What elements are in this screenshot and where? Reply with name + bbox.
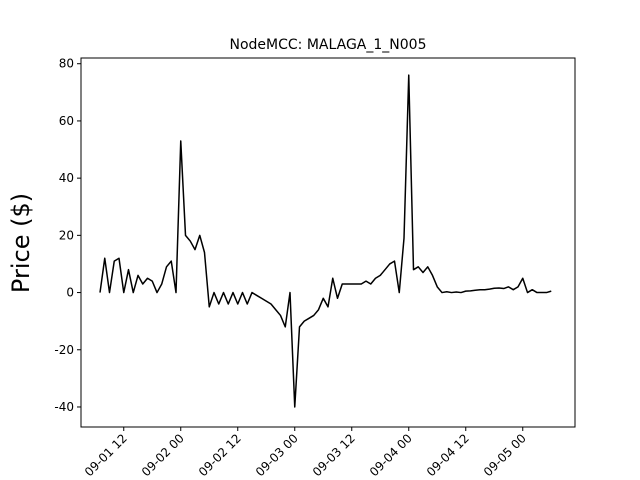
x-tick-label: 09-04 00 xyxy=(367,431,415,479)
y-tick-label: 80 xyxy=(59,57,74,71)
x-tick-label: 09-03 00 xyxy=(253,431,301,479)
x-tick-label: 09-02 00 xyxy=(139,431,187,479)
x-tick-label: 09-02 12 xyxy=(196,431,244,479)
price-line xyxy=(99,74,552,408)
plot-frame xyxy=(80,57,576,428)
y-tick-label: 40 xyxy=(59,171,74,185)
y-tick-label: 20 xyxy=(59,228,74,242)
y-axis-label: Price ($) xyxy=(7,193,35,293)
x-tick-label: 09-04 12 xyxy=(424,431,472,479)
y-tick-label: 0 xyxy=(66,286,74,300)
y-tick-label: -20 xyxy=(54,343,74,357)
x-tick-label: 09-03 12 xyxy=(310,431,358,479)
x-tick-label: 09-05 00 xyxy=(481,431,529,479)
y-tick-label: 60 xyxy=(59,114,74,128)
y-tick-label: -40 xyxy=(54,400,74,414)
chart-title: NodeMCC: MALAGA_1_N005 xyxy=(230,37,427,53)
x-tick-label: 09-01 12 xyxy=(82,431,130,479)
